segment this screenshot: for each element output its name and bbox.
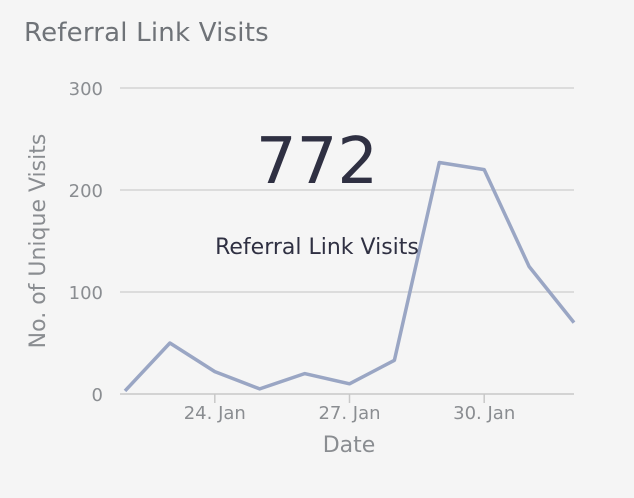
series-line xyxy=(123,160,576,393)
y-axis-title: No. of Unique Visits xyxy=(26,134,51,349)
y-axis-ticks: 0 100 200 300 xyxy=(69,79,103,406)
x-axis-title: Date xyxy=(323,433,376,458)
data-point[interactable] xyxy=(388,354,400,366)
y-tick-label: 100 xyxy=(69,283,103,304)
data-point[interactable] xyxy=(254,383,266,395)
data-point[interactable] xyxy=(299,368,311,380)
data-point[interactable] xyxy=(433,156,445,168)
y-tick-label: 300 xyxy=(69,79,103,100)
kpi-value: 772 xyxy=(256,125,378,199)
kpi-label: Referral Link Visits xyxy=(215,235,419,260)
data-point[interactable] xyxy=(344,378,356,390)
y-tick-label: 200 xyxy=(69,181,103,202)
x-tick-label: 30. Jan xyxy=(453,403,515,424)
gridlines xyxy=(120,87,574,395)
data-point[interactable] xyxy=(119,385,131,397)
x-axis-ticks: 24. Jan 27. Jan 30. Jan xyxy=(184,394,515,424)
data-point[interactable] xyxy=(209,366,221,378)
data-point[interactable] xyxy=(568,317,580,329)
data-point[interactable] xyxy=(478,164,490,176)
series-layer xyxy=(119,156,580,397)
data-point[interactable] xyxy=(523,261,535,273)
y-tick-label: 0 xyxy=(92,385,103,406)
x-tick-label: 27. Jan xyxy=(318,403,380,424)
card-title: Referral Link Visits xyxy=(24,18,269,48)
x-tick-label: 24. Jan xyxy=(184,403,246,424)
data-point[interactable] xyxy=(164,337,176,349)
